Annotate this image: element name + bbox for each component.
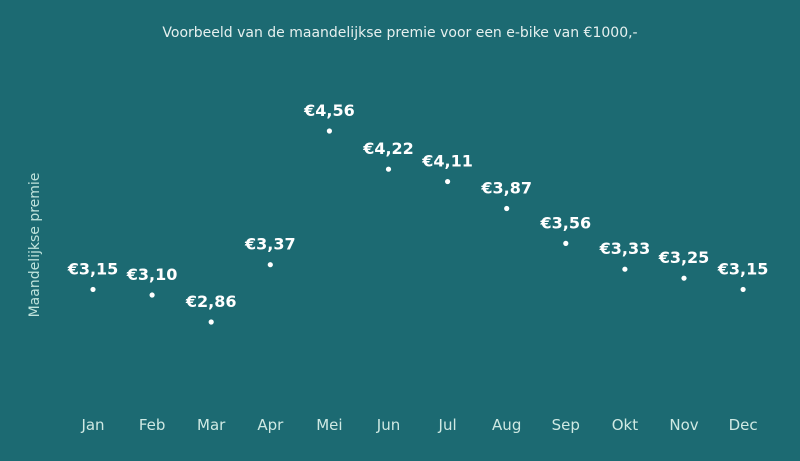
data-point	[563, 240, 569, 246]
data-label: €3,25	[658, 248, 710, 267]
x-tick-label: Dec	[729, 416, 758, 434]
data-labels: €3,15 €3,10 €2,86 €3,37 €4,56 €4,22 €4,11 €3,87…	[67, 101, 769, 311]
data-label: €4,56	[303, 101, 355, 120]
x-tick-label: Apr	[257, 416, 284, 434]
x-tick-label: Sep	[552, 416, 580, 434]
x-tick-label: Okt	[612, 416, 638, 434]
data-point	[622, 266, 628, 272]
data-label: €3,33	[599, 239, 651, 258]
data-point	[90, 286, 96, 293]
x-tick-label: Aug	[492, 416, 521, 434]
data-point	[326, 128, 332, 134]
x-tick-label: Jan	[80, 416, 104, 434]
data-label: €3,15	[67, 259, 119, 278]
data-point	[681, 275, 687, 281]
data-point	[208, 319, 214, 325]
x-axis-ticks: Jan Feb Mar Apr Mei Jun Jul Aug Sep Okt Nov Dec	[80, 416, 757, 434]
y-axis-label: Maandelijkse premie	[27, 173, 43, 318]
chart-title: Voorbeeld van de maandelijkse premie voo…	[162, 25, 637, 41]
x-tick-label: Mar	[197, 416, 226, 434]
data-label: €3,56	[539, 213, 591, 232]
data-point	[149, 292, 155, 298]
data-point	[385, 166, 392, 172]
data-label: €4,11	[421, 152, 473, 171]
x-tick-label: Jul	[438, 416, 457, 434]
data-point	[445, 178, 451, 185]
x-tick-label: Jun	[376, 416, 400, 434]
data-label: €3,37	[244, 235, 296, 254]
x-tick-label: Feb	[139, 416, 166, 434]
data-point	[267, 262, 273, 268]
data-label: €3,87	[480, 179, 532, 198]
x-tick-label: Nov	[669, 416, 698, 434]
data-label: €3,10	[126, 265, 178, 284]
x-tick-label: Mei	[316, 416, 342, 434]
data-label: €3,15	[717, 259, 769, 278]
data-point	[504, 205, 510, 212]
data-label: €2,86	[185, 292, 237, 311]
data-points	[90, 128, 746, 325]
data-label: €4,22	[362, 139, 414, 158]
data-point	[740, 286, 746, 293]
